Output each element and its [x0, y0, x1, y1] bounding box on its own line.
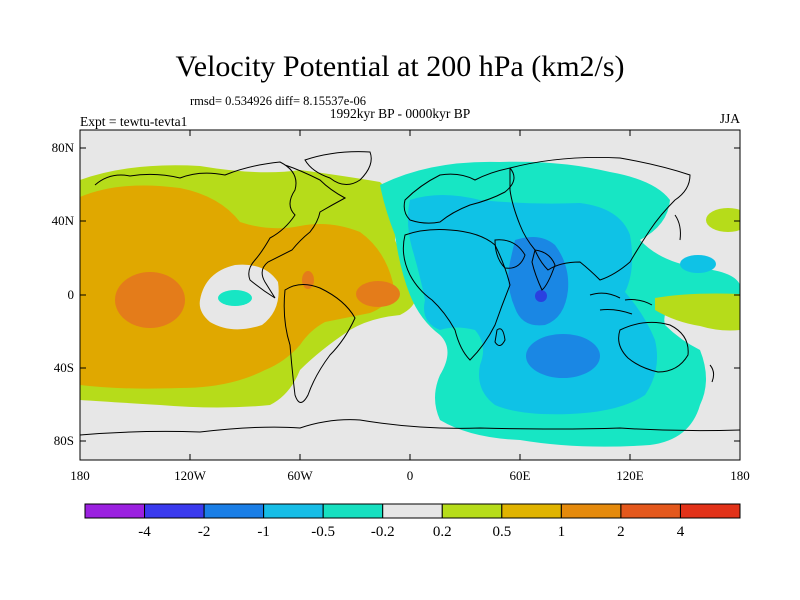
colorbar-label-3: -0.5	[311, 524, 335, 540]
coast-new-zealand	[709, 364, 715, 383]
lat-label-40s: 40S	[54, 360, 74, 375]
coastlines	[80, 151, 740, 436]
lat-label-40n: 40N	[52, 213, 75, 228]
right-label: JJA	[719, 111, 740, 126]
coast-arabia	[494, 239, 526, 269]
lon-axis	[79, 130, 741, 460]
coast-asia	[509, 156, 691, 281]
coast-south-america	[283, 284, 356, 403]
contour-neg-0.2-small	[218, 290, 252, 306]
lon-label-120w: 120W	[174, 468, 207, 483]
contour-pos-1-caribbean	[302, 271, 314, 289]
colorbar-swatch-2	[203, 503, 265, 519]
lat-label-0: 0	[68, 287, 75, 302]
colorbar-label-8: 2	[617, 524, 625, 540]
coast-greenland	[304, 151, 372, 185]
colorbar-swatch-10	[679, 503, 741, 519]
contour-neg-2-core	[535, 290, 547, 302]
lon-label-60w: 60W	[287, 468, 313, 483]
contour-pos-0.2-ne	[706, 208, 740, 232]
colorbar-label-9: 4	[677, 524, 685, 540]
colorbar-swatch-7	[501, 503, 562, 519]
left-label: Expt = tewtu-tevta1	[80, 114, 188, 129]
contour-pos-1-atlantic	[356, 281, 400, 307]
coast-europe	[403, 167, 515, 224]
colorbar-swatch-5	[382, 503, 443, 519]
contour-pos-0.2-pacific-east	[655, 293, 740, 331]
contour-pos-1-pacific	[115, 272, 185, 328]
coast-antarctica	[80, 419, 740, 436]
lon-labels: 180 120W 60W 0 60E 120E 180	[70, 468, 750, 483]
colorbar-swatch-0	[84, 503, 146, 519]
colorbar: -4 -2 -1 -0.5 -0.2 0.2 0.5 1 2 4	[84, 503, 741, 540]
colorbar-label-2: -1	[257, 524, 270, 540]
plot-title: Velocity Potential at 200 hPa (km2/s)	[175, 50, 625, 83]
colorbar-swatch-3	[263, 503, 324, 519]
center-label: 1992kyr BP - 0000kyr BP	[329, 106, 471, 121]
lon-label-60e: 60E	[510, 468, 531, 483]
contour-neg-1-south	[526, 334, 600, 378]
colorbar-label-4: -0.2	[371, 524, 395, 540]
coast-japan	[674, 214, 681, 241]
coast-north-america	[94, 161, 347, 299]
lat-axis	[80, 147, 740, 442]
colorbar-label-0: -4	[138, 524, 151, 540]
colorbar-label-6: 0.5	[492, 524, 511, 540]
coast-africa	[402, 229, 511, 361]
colorbar-swatch-1	[144, 503, 205, 519]
coast-australia	[618, 321, 689, 373]
colorbar-swatch-9	[620, 503, 681, 519]
lon-label-180w: 180	[70, 468, 90, 483]
contour-neg-0.5-nw-pacific	[680, 255, 716, 273]
lat-label-80s: 80S	[54, 433, 74, 448]
lat-labels: 80N 40N 0 40S 80S	[52, 140, 75, 448]
colorbar-label-1: -2	[198, 524, 211, 540]
colorbar-label-5: 0.2	[433, 524, 452, 540]
lon-label-120e: 120E	[616, 468, 644, 483]
stats-line: rmsd= 0.534926 diff= 8.15537e-06	[190, 94, 367, 108]
colorbar-swatch-4	[322, 503, 384, 519]
colorbar-swatch-8	[560, 503, 622, 519]
colorbar-swatch-6	[441, 503, 503, 519]
colorbar-label-7: 1	[558, 524, 566, 540]
lon-label-0: 0	[407, 468, 414, 483]
lon-label-180e: 180	[730, 468, 750, 483]
coast-indonesia	[589, 292, 653, 315]
coast-madagascar	[494, 328, 506, 346]
coast-india	[531, 249, 556, 291]
lat-label-80n: 80N	[52, 140, 75, 155]
